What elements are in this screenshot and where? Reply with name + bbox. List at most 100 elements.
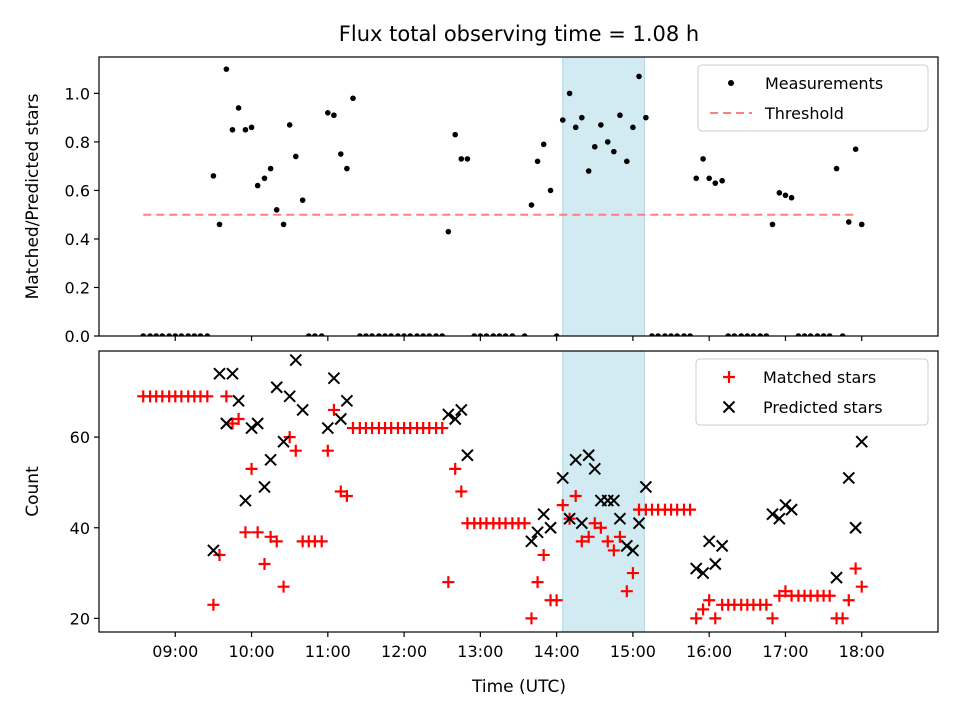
measurement-point <box>248 124 255 131</box>
measurement-point <box>668 333 674 336</box>
predicted-star-point <box>607 494 621 507</box>
x-tick-label: 11:00 <box>305 642 351 661</box>
measurement-point <box>528 202 535 208</box>
measurement-point <box>630 124 636 131</box>
measurement-point <box>325 110 331 116</box>
legend-threshold-label: Threshold <box>764 104 844 123</box>
measurement-point <box>572 124 579 131</box>
measurement-point <box>820 333 827 336</box>
count-legend-box <box>695 358 929 426</box>
measurement-point <box>166 333 172 336</box>
predicted-star-point <box>830 571 843 584</box>
measurement-point <box>839 333 846 336</box>
matched-star-point <box>277 580 290 593</box>
matched-star-point <box>245 462 258 475</box>
predicted-star-point <box>296 403 309 417</box>
predicted-star-point <box>556 471 569 485</box>
predicted-star-point <box>525 535 538 548</box>
measurement-point <box>624 158 630 165</box>
panel-ratio: 0.0 0.2 0.4 0.6 0.8 1.0 Matched/Predicted star… <box>23 56 939 346</box>
measurement-point <box>382 333 388 336</box>
legend-predicted-label: Predicted stars <box>763 398 883 417</box>
measurement-point <box>788 194 795 201</box>
measurement-point <box>769 221 776 228</box>
count-marks <box>137 353 868 625</box>
measurement-point <box>178 333 185 336</box>
matched-star-point <box>766 612 779 625</box>
measurement-point <box>579 114 585 121</box>
measurement-point <box>649 333 655 336</box>
measurement-point <box>744 333 751 336</box>
measurement-point <box>305 333 312 336</box>
legend-matched-marker <box>723 371 735 383</box>
measurement-point <box>845 219 852 225</box>
predicted-star-point <box>258 480 271 494</box>
measurement-point <box>757 333 764 336</box>
legend-matched-label: Matched stars <box>763 368 876 387</box>
matched-star-point <box>449 462 462 475</box>
ratio-y-tick-label: 0.8 <box>65 133 90 152</box>
predicted-star-point <box>283 390 296 403</box>
matched-star-point <box>213 548 226 561</box>
predicted-star-point <box>232 394 245 408</box>
predicted-star-point <box>620 539 634 553</box>
measurement-point <box>280 221 287 228</box>
measurement-point <box>687 333 693 336</box>
measurement-point <box>350 95 356 102</box>
ratio-y-axis-label: Matched/Predicted stars <box>23 93 43 299</box>
ratio-y-tick-label: 0.6 <box>65 181 90 200</box>
measurement-point <box>445 228 452 235</box>
matched-star-point <box>842 594 855 607</box>
measurement-point <box>369 333 375 336</box>
x-tick-label: 14:00 <box>534 642 580 661</box>
matched-star-point <box>207 598 220 611</box>
count-y-tick-label: 20 <box>70 609 90 628</box>
measurement-point <box>464 156 471 162</box>
predicted-star-point <box>588 462 601 476</box>
measurement-point <box>833 165 840 172</box>
measurement-point <box>731 333 738 336</box>
matched-star-point <box>239 526 252 539</box>
count-y-axis-label: Count <box>23 466 43 517</box>
legend-measurements-label: Measurements <box>765 74 883 93</box>
measurement-point <box>807 333 814 336</box>
matched-star-point <box>315 535 328 548</box>
measurement-point <box>814 333 821 336</box>
measurement-point <box>566 90 573 97</box>
measurement-point <box>598 122 604 128</box>
measurement-point <box>776 190 783 196</box>
x-axis-label: Time (UTC) <box>471 677 566 697</box>
predicted-star-point <box>277 435 290 448</box>
measurement-point <box>458 156 465 162</box>
matched-star-point <box>620 585 633 598</box>
predicted-star-point <box>575 517 589 530</box>
measurement-point <box>858 221 865 228</box>
measurement-point <box>681 333 687 336</box>
predicted-star-point <box>709 557 722 571</box>
matched-star-point <box>836 612 849 625</box>
matched-star-point <box>773 589 786 602</box>
predicted-star-point <box>702 535 716 548</box>
measurement-point <box>725 333 732 336</box>
measurement-point <box>337 151 344 157</box>
measurement-point <box>153 333 160 336</box>
measurement-point <box>852 146 859 152</box>
matched-star-point <box>823 589 836 602</box>
count-axes-frame <box>98 350 939 633</box>
predicted-star-point <box>531 526 544 539</box>
measurement-point <box>477 333 484 336</box>
measurement-point <box>591 143 598 150</box>
measurement-point <box>388 333 394 336</box>
legend-measurements-marker <box>728 80 734 86</box>
predicted-star-point <box>220 417 233 430</box>
ratio-y-tick-label: 0.0 <box>65 327 90 346</box>
matched-star-point <box>760 598 773 611</box>
matched-star-point <box>226 417 239 430</box>
predicted-star-point <box>773 512 786 525</box>
measurement-point <box>655 333 661 336</box>
matched-star-point <box>703 594 716 607</box>
matched-star-point <box>531 576 544 589</box>
measurement-point <box>585 168 592 174</box>
ratio-y-tick-label: 1.0 <box>65 84 90 103</box>
measurement-point <box>216 221 223 228</box>
